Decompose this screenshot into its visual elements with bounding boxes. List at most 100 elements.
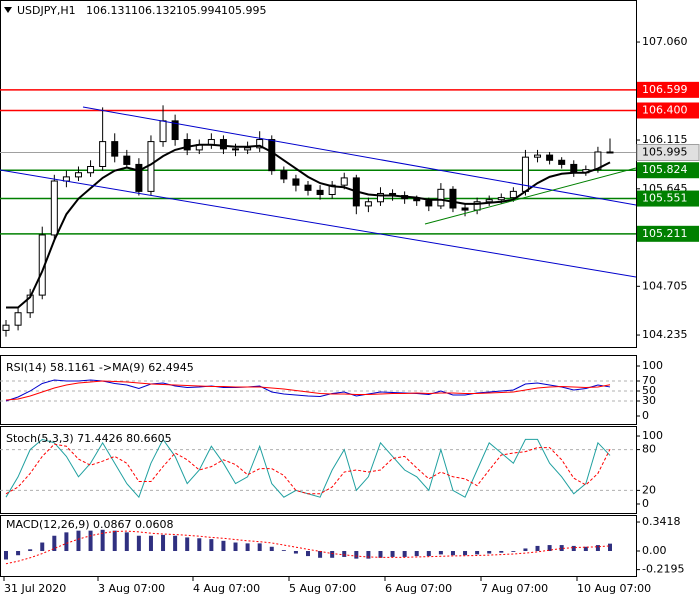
x-tick-label: 3 Aug 07:00 bbox=[98, 582, 165, 595]
macd-bar bbox=[571, 545, 576, 552]
candle-body bbox=[159, 120, 167, 143]
macd-bar bbox=[269, 546, 274, 552]
y-tick-label: 30 bbox=[642, 394, 656, 407]
macd-bar bbox=[390, 551, 395, 557]
stoch-title: Stoch(5,3,3) 71.4426 80.6605 bbox=[6, 432, 172, 445]
macd-bar bbox=[583, 546, 588, 552]
macd-bar bbox=[64, 532, 69, 552]
y-tick-label: 70 bbox=[642, 374, 656, 387]
level-label: 105.824 bbox=[642, 163, 688, 176]
candle-body bbox=[570, 163, 578, 174]
indicator-line bbox=[5, 379, 611, 402]
macd-bar bbox=[281, 550, 286, 552]
y-tick-label: 0.00 bbox=[642, 544, 667, 557]
macd-bar bbox=[52, 535, 57, 552]
macd-bar bbox=[161, 534, 166, 552]
y-tick-label: 0 bbox=[642, 409, 649, 422]
candle-body bbox=[606, 151, 614, 154]
macd-bar bbox=[342, 551, 347, 557]
candle-body bbox=[171, 120, 179, 141]
x-tick-label: 6 Aug 07:00 bbox=[385, 582, 452, 595]
last-price-box bbox=[636, 143, 700, 161]
candle-body bbox=[413, 198, 421, 202]
macd-bar bbox=[438, 551, 443, 555]
stoch-panel bbox=[0, 426, 637, 514]
candle-body bbox=[340, 177, 348, 186]
candle-body bbox=[437, 188, 445, 207]
macd-bar bbox=[330, 551, 335, 558]
candle-body bbox=[123, 155, 131, 165]
level-label: 105.211 bbox=[642, 227, 688, 240]
channel-lower bbox=[0, 169, 637, 278]
macd-panel bbox=[0, 515, 637, 577]
candle-body bbox=[376, 192, 384, 203]
candle-body bbox=[2, 324, 10, 331]
macd-bar bbox=[88, 530, 93, 552]
candle-body bbox=[99, 141, 107, 167]
candle-body bbox=[546, 154, 554, 161]
macd-bar bbox=[293, 551, 298, 554]
macd-bar bbox=[28, 549, 33, 552]
rsi-panel bbox=[0, 355, 637, 425]
macd-bar bbox=[487, 551, 492, 554]
y-tick-label: 107.060 bbox=[642, 35, 688, 48]
header-value: 106.132 bbox=[131, 4, 177, 17]
macd-bar bbox=[124, 532, 129, 552]
macd-bar bbox=[608, 543, 612, 552]
candle-body bbox=[509, 190, 517, 199]
candle-body bbox=[497, 197, 505, 201]
y-tick-label: 104.235 bbox=[642, 328, 688, 341]
candle-body bbox=[111, 141, 119, 157]
level-box bbox=[637, 162, 699, 179]
candle-body bbox=[219, 139, 227, 150]
candle-body bbox=[485, 199, 493, 203]
macd-bar bbox=[4, 551, 8, 560]
candle-body bbox=[244, 147, 252, 151]
indicator-line bbox=[5, 380, 611, 401]
macd-bar bbox=[511, 551, 516, 552]
macd-bar bbox=[450, 551, 455, 556]
header-value: 105.994 bbox=[176, 4, 222, 17]
macd-bar bbox=[16, 551, 21, 556]
candle-body bbox=[558, 159, 566, 165]
x-tick-label: 10 Aug 07:00 bbox=[577, 582, 651, 595]
macd-bar bbox=[463, 551, 468, 556]
level-label: 105.551 bbox=[642, 192, 688, 205]
macd-bar bbox=[148, 535, 153, 552]
candle-body bbox=[87, 165, 95, 174]
candle-body bbox=[534, 154, 542, 158]
candle-body bbox=[232, 148, 240, 151]
level-box bbox=[637, 225, 699, 242]
macd-bar bbox=[426, 551, 431, 557]
last-price-label: 105.995 bbox=[642, 145, 688, 158]
candle-body bbox=[461, 207, 469, 211]
y-tick-label: 100 bbox=[642, 359, 663, 372]
macd-bar bbox=[354, 551, 359, 559]
macd-bar bbox=[402, 551, 407, 557]
y-tick-label: 20 bbox=[642, 483, 656, 496]
macd-bar bbox=[499, 551, 504, 553]
macd-bar bbox=[547, 545, 552, 552]
y-tick-label: -0.2195 bbox=[642, 563, 684, 576]
candle-body bbox=[256, 139, 264, 149]
macd-bar bbox=[318, 551, 323, 558]
candle-body bbox=[280, 170, 288, 180]
header-value: 106.131 bbox=[86, 4, 132, 17]
candle-body bbox=[316, 189, 324, 196]
moving-average bbox=[6, 143, 611, 309]
candle-body bbox=[304, 184, 312, 191]
macd-bar bbox=[378, 551, 383, 558]
macd-bar bbox=[76, 530, 81, 552]
y-tick-label: 0 bbox=[642, 497, 649, 510]
trend-line bbox=[424, 167, 637, 225]
macd-title: MACD(12,26,9) 0.0867 0.0608 bbox=[6, 518, 174, 531]
x-tick-label: 4 Aug 07:00 bbox=[193, 582, 260, 595]
candle-body bbox=[183, 139, 191, 151]
level-box bbox=[637, 190, 699, 207]
candle-body bbox=[364, 201, 372, 207]
macd-bar bbox=[233, 542, 238, 552]
y-tick-label: 104.705 bbox=[642, 279, 688, 292]
